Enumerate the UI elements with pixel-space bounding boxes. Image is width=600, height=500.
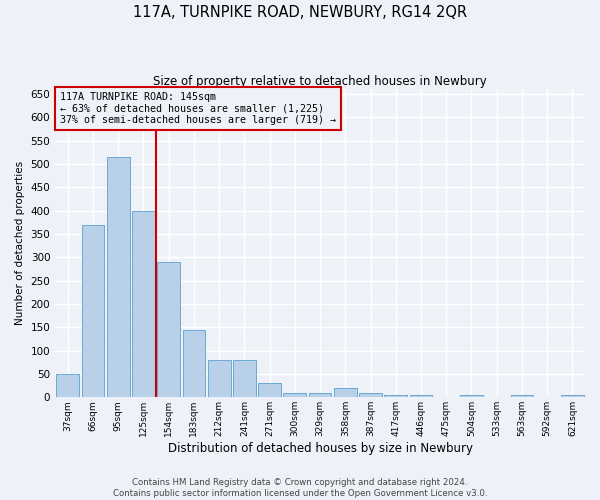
Bar xyxy=(283,392,306,398)
Bar xyxy=(561,395,584,398)
Bar xyxy=(82,224,104,398)
Bar xyxy=(233,360,256,398)
Bar xyxy=(511,395,533,398)
Bar xyxy=(157,262,180,398)
Bar xyxy=(309,392,331,398)
Y-axis label: Number of detached properties: Number of detached properties xyxy=(15,161,25,326)
Bar xyxy=(182,330,205,398)
Bar xyxy=(410,395,433,398)
Bar xyxy=(359,392,382,398)
Bar xyxy=(56,374,79,398)
Bar xyxy=(460,395,483,398)
Title: Size of property relative to detached houses in Newbury: Size of property relative to detached ho… xyxy=(153,75,487,88)
Text: 117A, TURNPIKE ROAD, NEWBURY, RG14 2QR: 117A, TURNPIKE ROAD, NEWBURY, RG14 2QR xyxy=(133,5,467,20)
X-axis label: Distribution of detached houses by size in Newbury: Distribution of detached houses by size … xyxy=(167,442,473,455)
Bar xyxy=(258,384,281,398)
Bar xyxy=(334,388,356,398)
Bar xyxy=(132,210,155,398)
Text: Contains HM Land Registry data © Crown copyright and database right 2024.
Contai: Contains HM Land Registry data © Crown c… xyxy=(113,478,487,498)
Text: 117A TURNPIKE ROAD: 145sqm
← 63% of detached houses are smaller (1,225)
37% of s: 117A TURNPIKE ROAD: 145sqm ← 63% of deta… xyxy=(61,92,337,126)
Bar xyxy=(208,360,230,398)
Bar xyxy=(385,395,407,398)
Bar xyxy=(107,157,130,398)
